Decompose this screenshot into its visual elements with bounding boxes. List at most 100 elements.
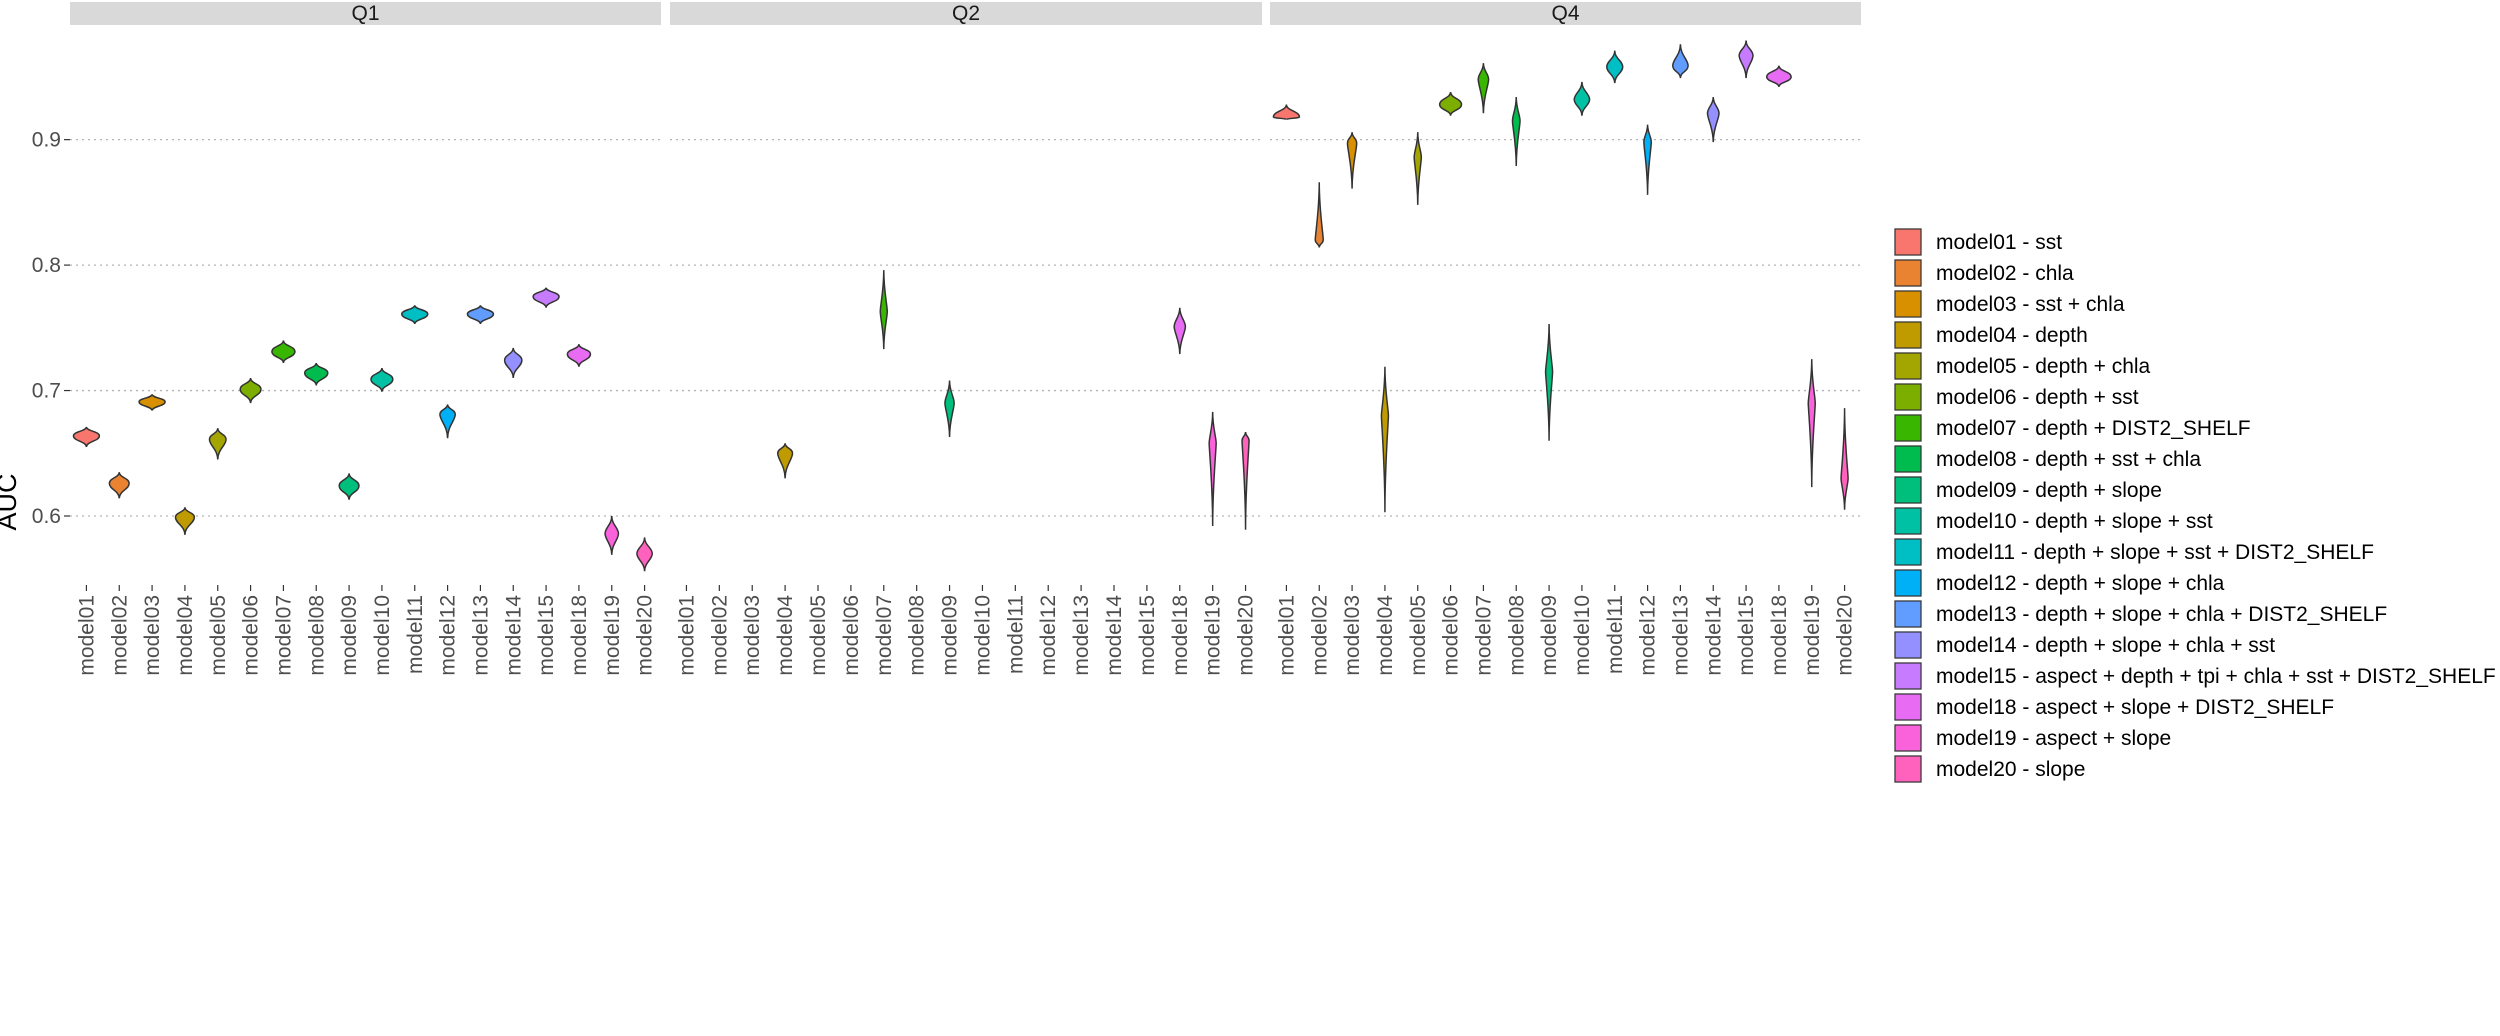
x-tick-label: model03 — [1341, 595, 1364, 676]
violin-q1-model12 — [439, 404, 457, 439]
legend-swatch — [1894, 569, 1922, 597]
legend-item: model20 - slope — [1894, 755, 2085, 783]
legend-item: model10 - depth + slope + sst — [1894, 507, 2213, 535]
facet-strip — [670, 2, 1262, 25]
legend-label: model05 - depth + chla — [1936, 355, 2151, 378]
facet-title: Q2 — [952, 2, 980, 25]
x-tick-label: model11 — [1604, 595, 1627, 674]
x-tick-label: model12 — [437, 595, 460, 676]
legend-label: model06 - depth + sst — [1936, 386, 2139, 409]
violin-q1-model13 — [466, 304, 495, 325]
panels-layer: Q1 model01 model02 model03 model04 model05 mod… — [70, 2, 1861, 676]
violin-q4-model12 — [1643, 124, 1653, 195]
x-tick-label: model13 — [1669, 595, 1692, 676]
legend-swatch — [1894, 662, 1922, 690]
x-tick-label: model05 — [207, 595, 230, 676]
legend-label: model04 - depth — [1936, 324, 2088, 347]
facet-title: Q4 — [1551, 2, 1579, 25]
x-tick-label: model18 — [568, 595, 591, 676]
legend-item: model14 - depth + slope + chla + sst — [1894, 631, 2275, 659]
violin-q1-model20 — [636, 537, 654, 572]
violin-q4-model01 — [1272, 104, 1301, 121]
facet-title: Q1 — [351, 2, 379, 25]
x-tick-label: model14 — [1702, 595, 1725, 676]
legend-item: model19 - aspect + slope — [1894, 724, 2171, 752]
legend-item: model07 - depth + DIST2_SHELF — [1894, 414, 2251, 442]
legend-swatch — [1894, 383, 1922, 411]
violin-q4-model06 — [1438, 91, 1463, 116]
violin-q1-model01 — [72, 426, 101, 448]
legend-item: model08 - depth + sst + chla — [1894, 445, 2201, 473]
x-tick-label: model04 — [174, 595, 197, 676]
legend-swatch — [1894, 724, 1922, 752]
x-tick-label: model14 — [1103, 595, 1126, 676]
x-tick-label: model09 — [939, 595, 962, 676]
x-tick-label: model12 — [1037, 595, 1060, 676]
legend-swatch — [1894, 445, 1922, 473]
legend-swatch — [1894, 290, 1922, 318]
legend-label: model14 - depth + slope + chla + sst — [1936, 634, 2275, 657]
x-tick-label: model20 — [1235, 595, 1258, 676]
x-tick-label: model05 — [1407, 595, 1430, 676]
legend-label: model07 - depth + DIST2_SHELF — [1936, 417, 2251, 440]
x-tick-label: model05 — [807, 595, 830, 676]
violin-q1-model19 — [604, 515, 620, 555]
x-tick-label: model03 — [141, 595, 164, 676]
legend-item: model04 - depth — [1894, 321, 2088, 349]
legend-item: model05 - depth + chla — [1894, 352, 2151, 380]
legend-swatch — [1894, 476, 1922, 504]
x-tick-label: model09 — [1538, 595, 1561, 676]
x-tick-label: model12 — [1637, 595, 1660, 676]
legend-swatch — [1894, 693, 1922, 721]
x-tick-label: model06 — [240, 595, 263, 676]
legend-label: model11 - depth + slope + sst + DIST2_SH… — [1936, 541, 2374, 564]
y-tick-label: 0.7 — [32, 380, 61, 403]
violin-q2-model19 — [1208, 411, 1217, 527]
violin-q1-model15 — [532, 287, 560, 308]
x-tick-label: model15 — [1735, 595, 1758, 676]
legend-label: model18 - aspect + slope + DIST2_SHELF — [1936, 696, 2334, 719]
legend-swatch — [1894, 631, 1922, 659]
y-axis: AUC 0.6 0.7 0.8 0.9 — [0, 129, 70, 531]
x-tick-label: model02 — [708, 595, 731, 676]
violin-q4-model07 — [1477, 63, 1490, 114]
panel-q4: Q4 model01 model02 model03 model04 model05 mod… — [1270, 2, 1861, 676]
legend-item: model11 - depth + slope + sst + DIST2_SH… — [1894, 538, 2374, 566]
legend-item: model02 - chla — [1894, 259, 2074, 287]
legend-swatch — [1894, 414, 1922, 442]
x-tick-label: model03 — [741, 595, 764, 676]
violin-q1-model14 — [503, 347, 523, 379]
legend-swatch — [1894, 600, 1922, 628]
x-tick-label: model11 — [1004, 595, 1027, 674]
x-tick-label: model10 — [1571, 595, 1594, 676]
legend-item: model13 - depth + slope + chla + DIST2_S… — [1894, 600, 2387, 628]
y-tick-label: 0.6 — [32, 505, 61, 528]
x-tick-label: model07 — [272, 595, 295, 676]
violin-q1-model06 — [239, 377, 262, 404]
y-tick-label: 0.8 — [32, 254, 61, 277]
legend-item: model01 - sst — [1894, 228, 2062, 256]
violin-q2-model07 — [879, 270, 889, 350]
x-tick-label: model08 — [305, 595, 328, 676]
violin-q4-model03 — [1346, 132, 1358, 189]
x-tick-label: model15 — [535, 595, 558, 676]
x-tick-label: model15 — [1136, 595, 1159, 676]
legend-item: model15 - aspect + depth + tpi + chla + … — [1894, 662, 2496, 690]
x-tick-label: model19 — [1801, 595, 1824, 676]
legend-swatch — [1894, 538, 1922, 566]
x-tick-label: model10 — [371, 595, 394, 676]
x-tick-label: model13 — [1070, 595, 1093, 676]
x-tick-label: model08 — [906, 595, 929, 676]
x-tick-label: model08 — [1505, 595, 1528, 676]
violin-q1-model02 — [108, 471, 130, 499]
legend-label: model02 - chla — [1936, 262, 2074, 285]
y-tick-label: 0.9 — [32, 129, 61, 152]
violin-q1-model10 — [370, 367, 394, 392]
panel-q1: Q1 model01 model02 model03 model04 model05 mod… — [70, 2, 661, 676]
violin-q4-model04 — [1380, 366, 1390, 513]
y-axis-title: AUC — [0, 473, 22, 530]
violin-q1-model04 — [174, 507, 196, 535]
violin-q4-model09 — [1544, 324, 1554, 441]
legend-label: model13 - depth + slope + chla + DIST2_S… — [1936, 603, 2387, 626]
